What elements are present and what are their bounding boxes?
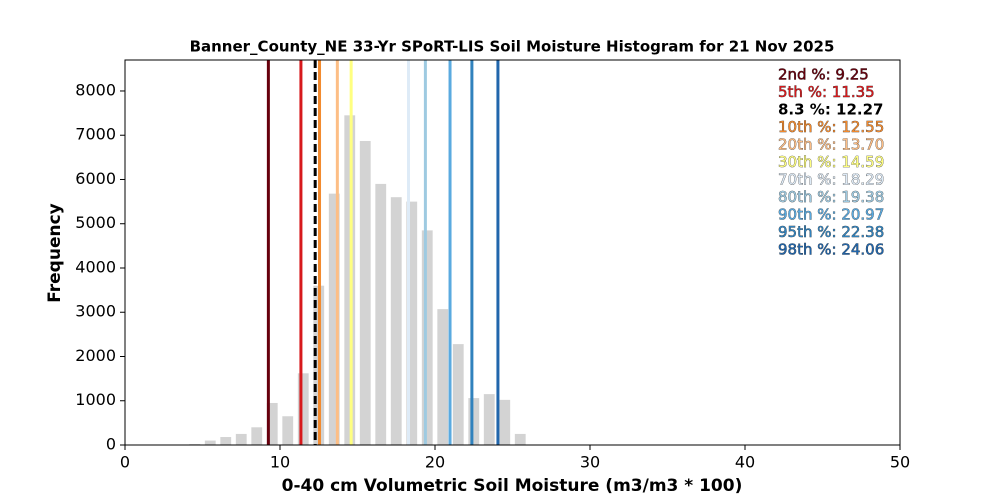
bar xyxy=(235,433,247,445)
bar xyxy=(406,201,418,445)
y-tick-label: 8000 xyxy=(75,80,116,99)
bar xyxy=(483,394,495,445)
x-tick-label: 50 xyxy=(890,453,910,472)
y-tick-label: 7000 xyxy=(75,125,116,144)
legend-label: 90th %: 20.97 xyxy=(778,206,884,224)
bar xyxy=(359,140,371,445)
bar xyxy=(437,309,449,445)
bar xyxy=(468,398,480,445)
legend-label: 98th %: 24.06 xyxy=(778,241,884,259)
y-tick-label: 3000 xyxy=(75,302,116,321)
legend-label: 2nd %: 9.25 xyxy=(778,66,869,84)
x-axis-label: 0-40 cm Volumetric Soil Moisture (m3/m3 … xyxy=(282,476,743,496)
plot-frame xyxy=(124,59,901,446)
bar xyxy=(266,402,278,445)
bar xyxy=(220,437,232,445)
bar xyxy=(514,433,526,445)
x-tick-label: 40 xyxy=(735,453,755,472)
x-tick-label: 20 xyxy=(425,453,445,472)
legend-label: 70th %: 18.29 xyxy=(778,171,884,189)
legend-label: 20th %: 13.70 xyxy=(778,136,884,154)
legend-label: 8.3 %: 12.27 xyxy=(778,101,884,119)
legend-label: 95th %: 22.38 xyxy=(778,223,884,241)
legend-label: 5th %: 11.35 xyxy=(778,83,875,101)
bar xyxy=(421,230,433,445)
bar xyxy=(375,183,387,445)
y-tick-label: 5000 xyxy=(75,213,116,232)
bar xyxy=(297,373,309,445)
y-tick-label: 0 xyxy=(106,435,116,454)
bar xyxy=(390,197,402,445)
x-tick-label: 10 xyxy=(270,453,290,472)
x-tick-label: 0 xyxy=(120,453,130,472)
legend-label: 10th %: 12.55 xyxy=(778,118,884,136)
bar xyxy=(452,344,464,445)
y-axis-label: Frequency xyxy=(45,203,65,303)
bar xyxy=(499,399,511,445)
y-tick-label: 4000 xyxy=(75,257,116,276)
legend-label: 30th %: 14.59 xyxy=(778,153,884,171)
y-tick-label: 2000 xyxy=(75,346,116,365)
x-tick-label: 30 xyxy=(580,453,600,472)
bar xyxy=(282,416,294,445)
bar xyxy=(251,427,263,445)
bar xyxy=(204,440,216,445)
chart-title: Banner_County_NE 33-Yr SPoRT-LIS Soil Mo… xyxy=(190,38,835,56)
bar xyxy=(328,193,340,445)
y-tick-label: 1000 xyxy=(75,390,116,409)
y-tick-label: 6000 xyxy=(75,169,116,188)
legend-label: 80th %: 19.38 xyxy=(778,188,884,206)
